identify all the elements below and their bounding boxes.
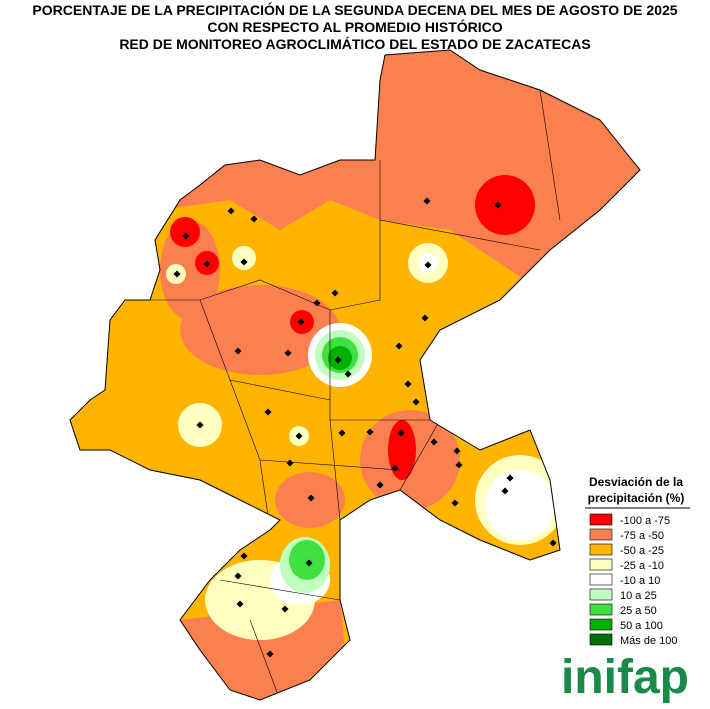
station <box>266 650 274 658</box>
legend-label: Más de 100 <box>620 635 677 647</box>
station <box>501 487 509 495</box>
legend-swatch <box>589 588 613 601</box>
station <box>234 572 242 580</box>
station <box>286 459 294 467</box>
station <box>338 429 346 437</box>
legend-title: Desviación de la <box>589 475 683 489</box>
station <box>182 232 190 240</box>
station <box>424 261 432 269</box>
station <box>455 461 463 469</box>
legend-swatch <box>589 618 613 631</box>
zone <box>170 217 200 247</box>
station <box>376 481 384 489</box>
station <box>203 260 211 268</box>
legend-label: -50 a -25 <box>620 545 664 557</box>
legend-swatch <box>589 543 613 556</box>
zone <box>485 470 555 540</box>
station <box>430 438 438 446</box>
station <box>240 258 248 266</box>
legend-swatch <box>589 573 613 586</box>
legend-swatch <box>589 603 613 616</box>
station <box>307 494 315 502</box>
station <box>451 499 459 507</box>
municipal-borders <box>150 89 561 700</box>
station <box>297 318 305 326</box>
zone <box>289 540 325 580</box>
station <box>295 432 303 440</box>
station <box>305 559 313 567</box>
station <box>494 201 502 209</box>
zone <box>388 420 416 480</box>
legend-swatch <box>589 633 613 646</box>
station <box>250 215 258 223</box>
legend: Desviación de la precipitación (%) -100 a … <box>585 475 690 647</box>
station <box>281 605 289 613</box>
legend-swatch <box>589 558 613 571</box>
station <box>196 421 204 429</box>
station <box>234 347 242 355</box>
zone <box>232 246 256 270</box>
legend-title: precipitación (%) <box>588 491 685 505</box>
station <box>334 356 342 364</box>
station <box>404 380 412 388</box>
legend-label: 25 a 50 <box>620 605 657 617</box>
station <box>227 207 235 215</box>
station <box>395 342 403 350</box>
zone <box>328 346 352 370</box>
station <box>412 398 420 406</box>
zone <box>150 50 640 290</box>
station <box>331 289 339 297</box>
station <box>423 197 431 205</box>
legend-swatch <box>589 528 613 541</box>
station <box>264 408 272 416</box>
station <box>391 464 399 472</box>
legend-label: -10 a 10 <box>620 575 660 587</box>
station <box>421 314 429 322</box>
station <box>313 299 321 307</box>
title-line: CON RESPECTO AL PROMEDIO HISTÓRICO <box>207 18 502 35</box>
legend-label: -25 a -10 <box>620 560 664 572</box>
station <box>453 447 461 455</box>
legend-label: 50 a 100 <box>620 620 663 632</box>
legend-swatch <box>589 513 613 526</box>
station <box>506 474 514 482</box>
zone <box>160 220 220 320</box>
legend-label: 10 a 25 <box>620 590 657 602</box>
station <box>284 349 292 357</box>
logo: inifap <box>561 651 689 704</box>
station <box>344 370 352 378</box>
title-line: RED DE MONITOREO AGROCLIMÁTICO DEL ESTAD… <box>119 36 590 52</box>
zone <box>475 175 535 235</box>
title-line: PORCENTAJE DE LA PRECIPITACIÓN DE LA SEG… <box>32 1 677 18</box>
station <box>240 552 248 560</box>
station <box>366 428 374 436</box>
station <box>397 429 405 437</box>
station <box>236 600 244 608</box>
stations <box>173 197 557 658</box>
station <box>173 270 181 278</box>
legend-label: -75 a -50 <box>620 530 664 542</box>
legend-label: -100 a -75 <box>620 515 670 527</box>
station <box>549 539 557 547</box>
title: PORCENTAJE DE LA PRECIPITACIÓN DE LA SEG… <box>32 1 677 52</box>
